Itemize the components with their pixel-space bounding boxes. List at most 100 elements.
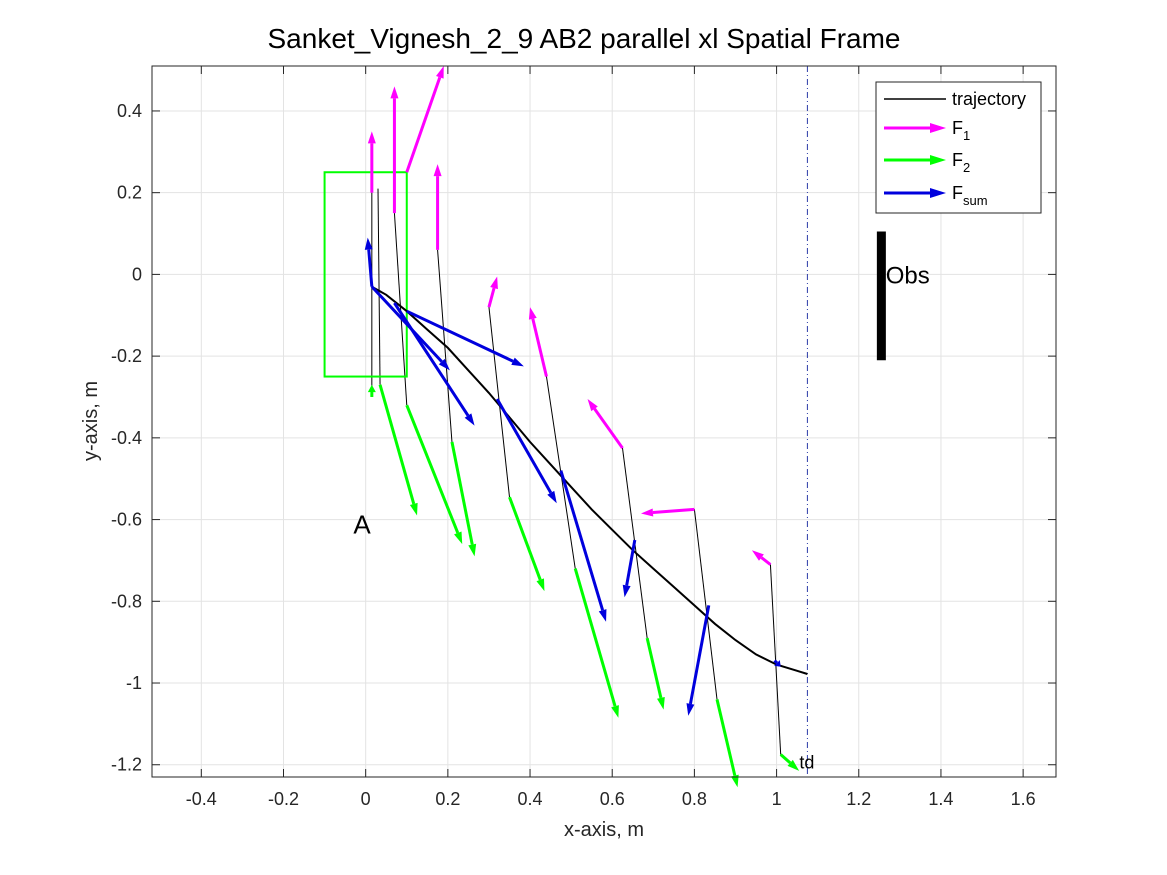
fsum-arrow <box>773 659 781 667</box>
f1-arrow-head <box>528 307 537 320</box>
f2-arrow-head <box>409 502 418 516</box>
f1-arrow-shaft <box>593 407 624 449</box>
x-tick-label: -0.4 <box>186 789 217 809</box>
legend-swatch-arrow-head <box>930 123 946 133</box>
fsum-arrow-head <box>438 358 450 371</box>
grid <box>152 66 1056 777</box>
y-tick-label: 0.4 <box>117 101 142 121</box>
f1-arrow-shaft <box>405 76 442 173</box>
legend-label-subscript: 1 <box>963 128 970 143</box>
f2-arrow-shaft <box>715 699 737 776</box>
f2-arrow <box>573 568 619 718</box>
axes-frame <box>151 65 1057 778</box>
f2-arrow-shaft <box>645 637 663 699</box>
axis-ticks <box>152 66 1056 777</box>
series-f1-arrows <box>367 66 772 566</box>
trajectory-layer <box>371 285 808 675</box>
f1-arrow-head <box>490 276 498 290</box>
td-label: td <box>799 753 814 773</box>
legend-box <box>875 81 1042 214</box>
f1-arrow <box>405 66 444 173</box>
legend-item: F1 <box>884 118 970 143</box>
f1-arrow-head <box>433 164 442 177</box>
legend-label: trajectory <box>952 89 1026 109</box>
x-tick-labels: -0.4 -0.2 0 0.2 0.4 0.6 0.8 1 1.2 1.4 1.6 <box>186 789 1036 809</box>
f1-arrow <box>487 276 498 308</box>
y-tick-label: 0.2 <box>117 183 142 203</box>
fsum-arrow-head <box>598 609 607 622</box>
f1-arrow <box>433 164 442 250</box>
f2-arrow-head <box>656 696 665 710</box>
fsum-arrow-shaft <box>367 249 374 287</box>
x-tick-label: 1.2 <box>846 789 871 809</box>
fsum-arrow <box>686 605 711 716</box>
legend-label-subscript: sum <box>963 193 988 208</box>
fsum-arrow <box>622 539 637 598</box>
legend-label: Fsum <box>952 183 988 208</box>
x-tick-label: 0.8 <box>682 789 707 809</box>
trajectory-line <box>371 285 808 675</box>
f2-arrow <box>367 384 376 397</box>
f2-arrow-shaft <box>378 384 416 505</box>
y-tick-label: -0.6 <box>111 510 142 530</box>
f2-arrow-shaft <box>573 568 617 707</box>
f2-arrow-head <box>536 578 545 592</box>
f1-arrow-shaft <box>760 556 772 566</box>
x-tick-label: 0 <box>361 789 371 809</box>
fsum-arrow-head <box>686 703 695 716</box>
legend-swatch-arrow-head <box>930 188 946 198</box>
f2-arrow <box>508 496 545 592</box>
f2-arrow <box>450 441 477 557</box>
legend-item: F2 <box>884 150 970 175</box>
fsum-arrow <box>495 398 557 504</box>
force-arrow-layer <box>364 66 800 788</box>
f2-arrow <box>378 384 418 516</box>
fsum-arrow-head <box>464 413 475 426</box>
legend-label-main: trajectory <box>952 89 1026 109</box>
f1-arrow-head <box>751 550 764 561</box>
f1-arrow <box>528 307 548 377</box>
f1-arrow-head <box>367 131 376 144</box>
y-tick-label: -0.8 <box>111 591 142 611</box>
f1-arrow-head <box>640 508 654 517</box>
legend-item: Fsum <box>884 183 988 208</box>
legend-item: trajectory <box>884 89 1026 109</box>
f2-arrow <box>405 404 463 545</box>
f2-arrow-head <box>611 705 619 718</box>
fsum-arrow-head <box>364 237 373 250</box>
y-tick-label: -0.4 <box>111 428 142 448</box>
fsum-arrow <box>406 309 524 367</box>
fsum-arrow-head <box>511 357 524 367</box>
obstacle-layer: Obs <box>876 231 930 361</box>
f2-arrow-shaft <box>450 441 474 545</box>
f1-arrow-head <box>390 86 399 99</box>
f2-arrow-head <box>454 531 463 545</box>
fsum-arrow <box>393 302 475 426</box>
x-tick-label: 1.4 <box>928 789 953 809</box>
fsum-arrow-shaft <box>406 309 514 363</box>
step-line <box>393 213 408 406</box>
start-box-layer <box>323 171 408 378</box>
x-tick-label: 0.2 <box>435 789 460 809</box>
y-tick-label: -1.2 <box>111 755 142 775</box>
x-tick-label: -0.2 <box>268 789 299 809</box>
y-tick-label: 0 <box>132 264 142 284</box>
legend-label-main: F <box>952 118 963 138</box>
fsum-arrow <box>559 470 607 622</box>
y-tick-labels: 0.4 0.2 0 -0.2 -0.4 -0.6 -0.8 -1 -1.2 <box>111 101 142 775</box>
f1-arrow <box>390 86 399 214</box>
f2-arrow-head <box>787 759 800 771</box>
y-axis-label: y-axis, m <box>80 381 102 461</box>
legend-label-main: F <box>952 150 963 170</box>
f2-arrow-shaft <box>508 496 542 581</box>
chart-title: Sanket_Vignesh_2_9 AB2 parallel xl Spati… <box>268 23 901 54</box>
f1-arrow <box>587 399 624 449</box>
annotation-label: A <box>353 510 371 540</box>
f2-arrow <box>715 699 739 788</box>
step-line <box>377 188 381 385</box>
legend-label: F1 <box>952 118 970 143</box>
obstacle-label: Obs <box>886 262 930 289</box>
